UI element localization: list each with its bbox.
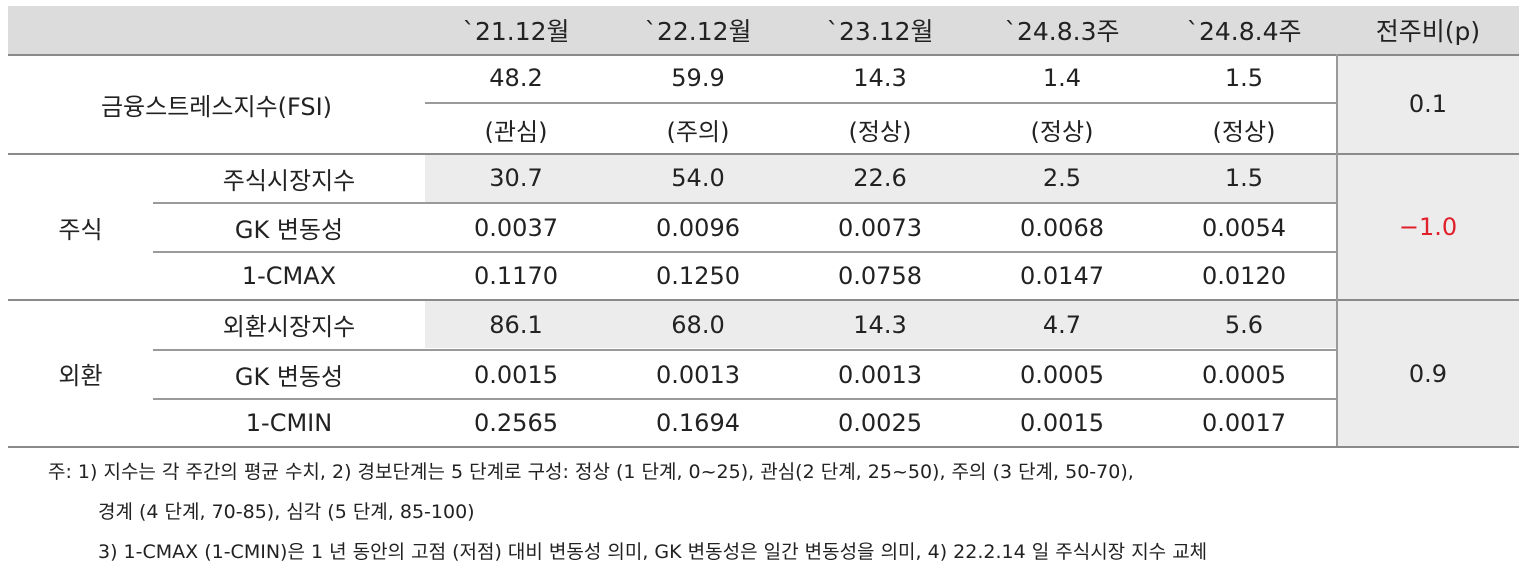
fsi-level: (주의)	[666, 117, 730, 146]
header-col-3: `23.12월	[826, 17, 934, 46]
stock-row-label: 주식시장지수	[222, 166, 356, 195]
change-column-divider	[1336, 54, 1338, 446]
fsi-section-divider	[8, 153, 1519, 155]
footnote-line-2: 경계 (4 단계, 70-85), 심각 (5 단계, 85-100)	[98, 501, 475, 523]
stock-row-divider-2	[153, 251, 1337, 253]
header-col-4: `24.8.3주	[1004, 17, 1120, 46]
fx-row-divider-1	[153, 349, 1337, 351]
stock-cell: 0.1170	[474, 262, 558, 290]
stock-cell: 0.0120	[1202, 262, 1286, 290]
stock-cell: 22.6	[853, 164, 907, 192]
footnote-line-3: 3) 1-CMAX (1-CMIN)은 1 년 동안의 고점 (저점) 대비 변…	[98, 541, 1208, 563]
fx-cell: 0.0025	[838, 409, 922, 437]
stock-cell: 0.0147	[1020, 262, 1104, 290]
stock-cell: 30.7	[489, 164, 543, 192]
header-divider	[8, 54, 1519, 56]
fx-cell: 0.0015	[1020, 409, 1104, 437]
fx-cell: 86.1	[489, 310, 543, 339]
fx-cell: 0.0013	[838, 360, 922, 389]
header-background	[8, 6, 1519, 54]
fx-cell: 0.2565	[474, 409, 558, 437]
fx-cell: 68.0	[671, 310, 725, 339]
fsi-change-background	[1337, 54, 1519, 154]
fx-row-divider-2	[153, 398, 1337, 400]
fx-cell: 4.7	[1042, 310, 1082, 339]
fsi-level: (정상)	[1030, 117, 1094, 146]
fx-cell: 5.6	[1224, 310, 1264, 339]
stock-change-background	[1337, 154, 1519, 300]
header-col-2: `22.12월	[644, 17, 752, 46]
fx-cell: 0.0015	[474, 360, 558, 389]
header-col-1: `21.12월	[462, 17, 570, 46]
fsi-level: (관심)	[484, 117, 548, 146]
fsi-label: 금융스트레스지수(FSI)	[100, 92, 333, 121]
header-col-change: 전주비(p)	[1375, 17, 1481, 46]
stock-cell: 0.1250	[656, 262, 740, 290]
stock-index-row-background	[425, 154, 1337, 202]
stock-cell: 2.5	[1042, 164, 1082, 192]
stock-cell: 0.0037	[474, 213, 558, 242]
fx-change-background	[1337, 300, 1519, 447]
stock-section-divider	[8, 299, 1519, 301]
fsi-value: 1.5	[1224, 64, 1264, 92]
fx-cell: 0.1694	[656, 409, 740, 437]
stock-cell: 0.0073	[838, 213, 922, 242]
fx-cell: 14.3	[853, 310, 907, 339]
fx-row-label: 1-CMIN	[245, 409, 333, 437]
fsi-level: (정상)	[1212, 117, 1276, 146]
stock-cell: 0.0054	[1202, 213, 1286, 242]
stock-change: −1.0	[1398, 213, 1458, 241]
fx-cell: 0.0017	[1202, 409, 1286, 437]
stock-row-label: 1-CMAX	[241, 262, 337, 290]
footnote-line-1: 주: 1) 지수는 각 주간의 평균 수치, 2) 경보단계는 5 단계로 구성…	[48, 461, 1134, 483]
fx-index-row-background	[425, 300, 1337, 348]
stock-cell: 1.5	[1224, 164, 1264, 192]
stock-cell: 0.0068	[1020, 213, 1104, 242]
table-bottom-border	[8, 446, 1519, 448]
fx-row-label: GK 변동성	[234, 363, 344, 391]
stock-cell: 54.0	[671, 164, 725, 192]
fx-change: 0.9	[1408, 359, 1448, 388]
header-col-5: `24.8.4주	[1186, 17, 1302, 46]
fx-cell: 0.0005	[1202, 360, 1286, 389]
fx-row-label: 외환시장지수	[222, 313, 356, 341]
stock-row-label: GK 변동성	[234, 216, 344, 244]
fx-cell: 0.0005	[1020, 360, 1104, 389]
fsi-value: 1.4	[1042, 64, 1082, 92]
fx-section-label: 외환	[58, 362, 103, 390]
fsi-change: 0.1	[1408, 90, 1448, 118]
fx-cell: 0.0013	[656, 360, 740, 389]
fsi-level: (정상)	[848, 117, 912, 146]
stock-cell: 0.0096	[656, 213, 740, 242]
stock-section-label: 주식	[58, 215, 103, 244]
fsi-value: 14.3	[853, 64, 907, 92]
fsi-value: 59.9	[671, 64, 725, 92]
stock-row-divider-1	[153, 202, 1337, 204]
stock-cell: 0.0758	[838, 262, 922, 290]
fsi-row-divider	[425, 102, 1337, 104]
fsi-value: 48.2	[489, 64, 543, 92]
